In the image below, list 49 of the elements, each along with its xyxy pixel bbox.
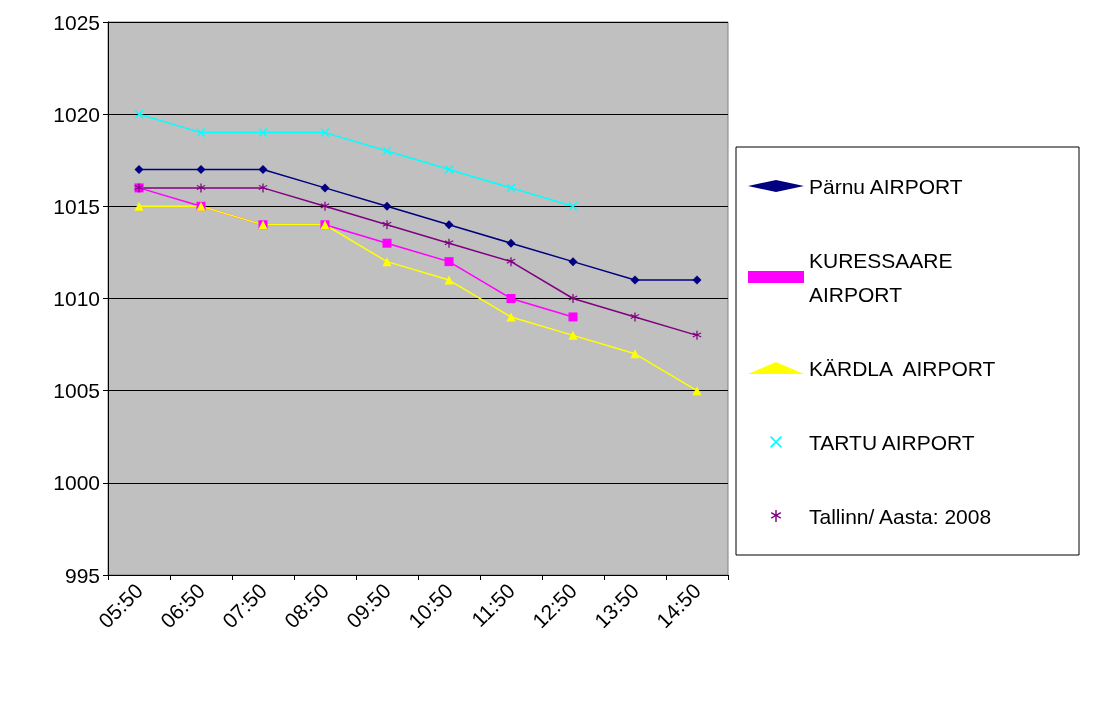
legend-label: KÄRDLA AIRPORT xyxy=(809,356,996,380)
point xyxy=(320,128,330,138)
point xyxy=(568,294,578,303)
point xyxy=(630,312,640,322)
y-tick-label: 1000 xyxy=(53,471,100,495)
point xyxy=(196,128,206,138)
point xyxy=(692,330,702,340)
point xyxy=(506,183,516,193)
point xyxy=(258,183,268,193)
legend-label: TARTU AIRPORT xyxy=(809,430,975,454)
point xyxy=(258,128,268,138)
point xyxy=(134,109,144,119)
point xyxy=(630,349,640,359)
point xyxy=(568,330,578,340)
point xyxy=(444,220,454,230)
point xyxy=(506,312,516,322)
y-tick-label: 1010 xyxy=(53,287,100,310)
legend-label: KURESSAARE AIRPORT xyxy=(809,248,959,306)
point xyxy=(196,183,206,193)
point xyxy=(444,164,454,174)
point xyxy=(444,275,454,285)
point xyxy=(568,257,578,267)
point xyxy=(196,164,206,174)
point xyxy=(134,164,144,174)
y-tick-label: 1015 xyxy=(53,194,100,218)
point xyxy=(444,257,454,267)
point xyxy=(506,257,516,267)
point xyxy=(692,275,702,285)
point xyxy=(568,312,578,322)
point xyxy=(506,238,516,248)
point xyxy=(382,238,392,248)
y-tick-label: 995 xyxy=(64,563,100,587)
point xyxy=(258,164,268,174)
legend-label: Tallinn/ Aasta: 2008 xyxy=(809,504,992,528)
point xyxy=(382,201,392,211)
point xyxy=(320,183,330,193)
y-tick-label: 1005 xyxy=(53,379,100,403)
point xyxy=(382,257,392,267)
point xyxy=(506,294,516,303)
point xyxy=(320,201,330,211)
point xyxy=(134,201,144,211)
point xyxy=(692,386,702,396)
y-tick-label: 1025 xyxy=(53,10,100,34)
y-tick-label: 1020 xyxy=(53,102,100,126)
point xyxy=(630,275,640,285)
legend-label: Pärnu AIRPORT xyxy=(809,174,963,198)
point xyxy=(568,201,578,211)
point xyxy=(444,238,454,248)
point xyxy=(382,220,392,230)
